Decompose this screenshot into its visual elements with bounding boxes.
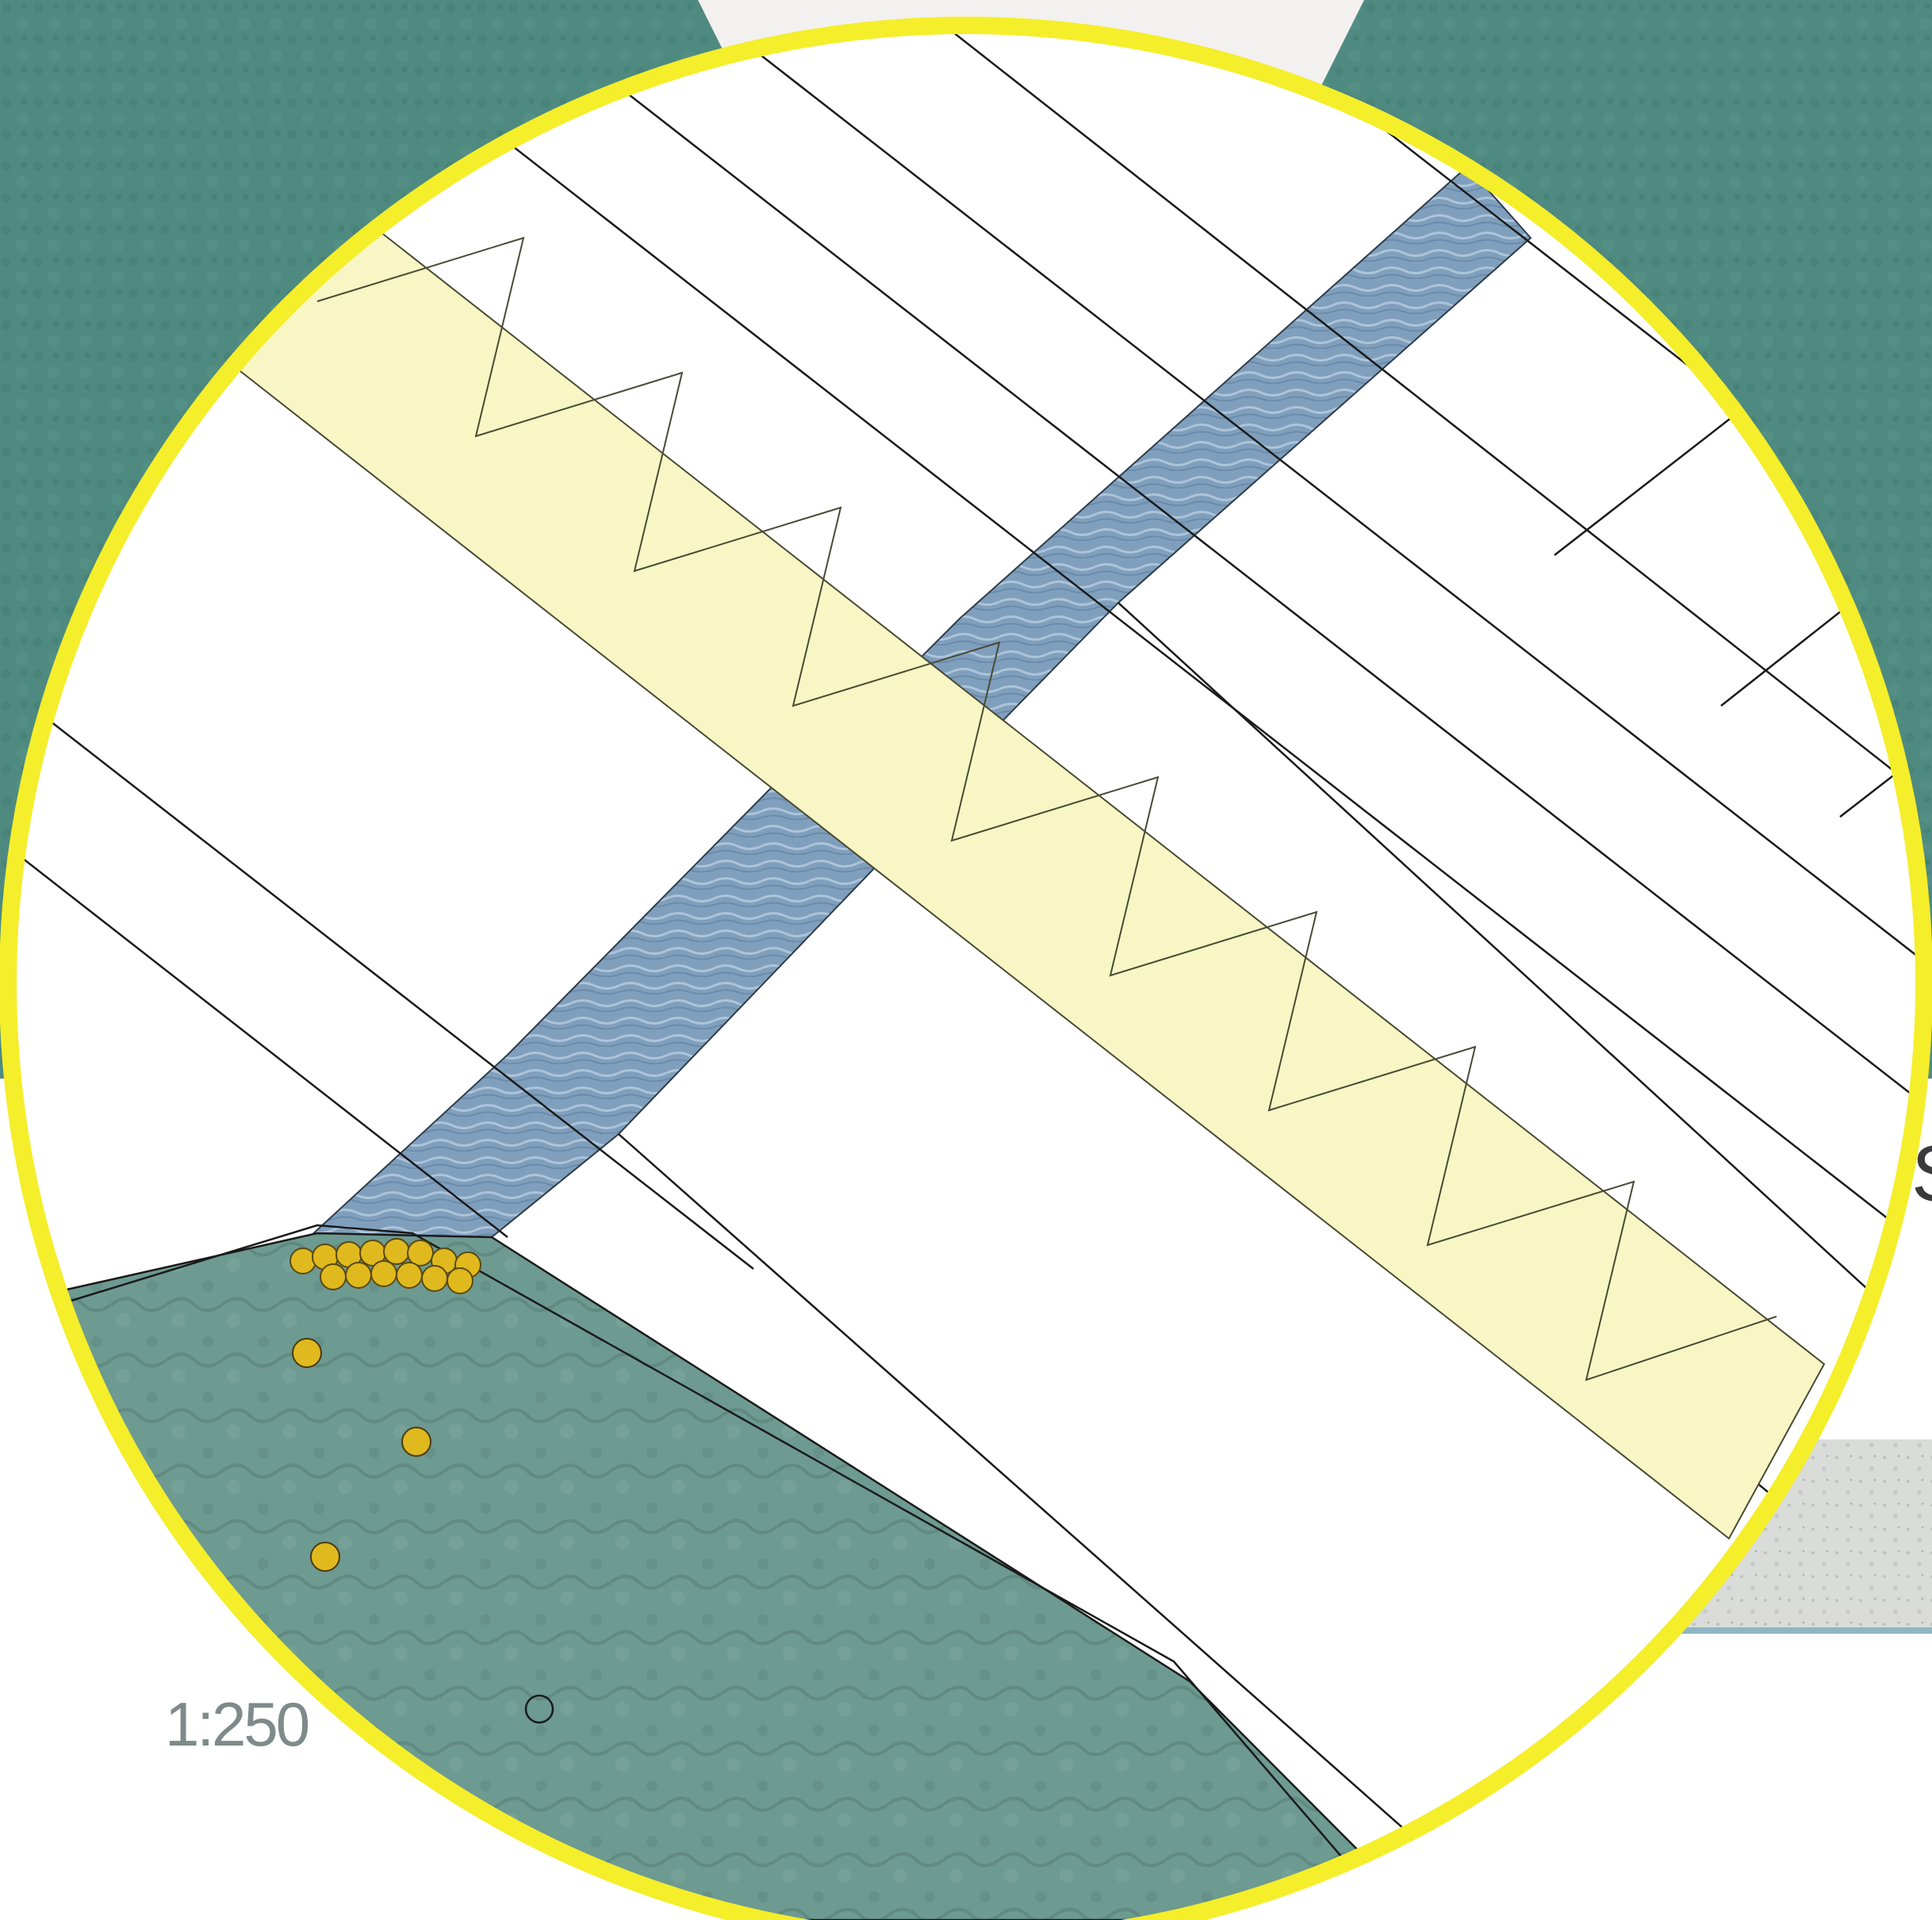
scale-label: 1:250 (165, 1689, 310, 1759)
concrete-slab-edge (1681, 1627, 1932, 1634)
marker-filled (401, 1427, 431, 1457)
marker-cluster (289, 1238, 481, 1294)
marker-filled (310, 1542, 340, 1572)
edge-glyph: S (1911, 1134, 1932, 1213)
marker-filled (292, 1338, 322, 1368)
circular-frame (0, 17, 1932, 1920)
deck-truss (316, 236, 1777, 1382)
marker-hollow (524, 1694, 554, 1724)
ground-edge-line (71, 1224, 1397, 1920)
